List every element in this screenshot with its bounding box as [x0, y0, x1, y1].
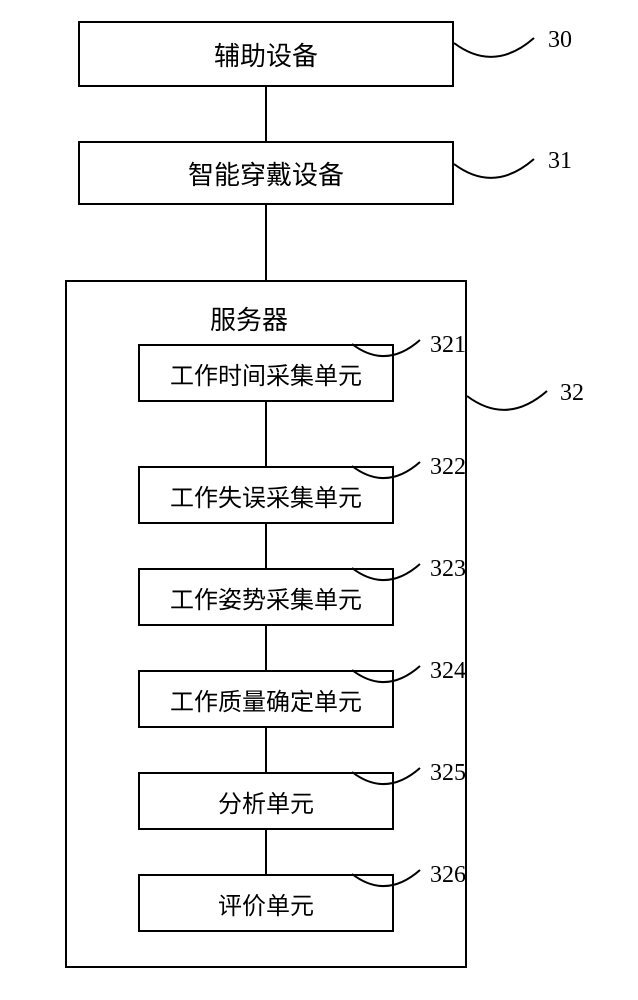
ref-32: 32: [560, 380, 584, 407]
ref-321: 321: [430, 332, 466, 359]
box-unit-326: 评价单元: [138, 874, 394, 932]
box-aux-device: 辅助设备: [78, 21, 454, 87]
box-wearable-device: 智能穿戴设备: [78, 141, 454, 205]
unit-324-label: 工作质量确定单元: [170, 682, 362, 717]
ref-322: 322: [430, 454, 466, 481]
box-unit-325: 分析单元: [138, 772, 394, 830]
ref-326: 326: [430, 862, 466, 889]
unit-322-label: 工作失误采集单元: [170, 478, 362, 513]
ref-324: 324: [430, 658, 466, 685]
unit-323-label: 工作姿势采集单元: [170, 580, 362, 615]
box-unit-323: 工作姿势采集单元: [138, 568, 394, 626]
server-title: 服务器: [210, 300, 288, 337]
ref-323: 323: [430, 556, 466, 583]
ref-325: 325: [430, 760, 466, 787]
box-unit-321: 工作时间采集单元: [138, 344, 394, 402]
diagram-canvas: 辅助设备 智能穿戴设备 服务器 工作时间采集单元 工作失误采集单元 工作姿势采集…: [0, 0, 638, 1000]
box-unit-324: 工作质量确定单元: [138, 670, 394, 728]
box-aux-label: 辅助设备: [214, 36, 318, 73]
ref-30: 30: [548, 27, 572, 54]
unit-325-label: 分析单元: [218, 784, 314, 819]
unit-321-label: 工作时间采集单元: [170, 356, 362, 391]
unit-326-label: 评价单元: [218, 886, 314, 921]
box-unit-322: 工作失误采集单元: [138, 466, 394, 524]
box-wearable-label: 智能穿戴设备: [188, 155, 344, 192]
ref-31: 31: [548, 148, 572, 175]
